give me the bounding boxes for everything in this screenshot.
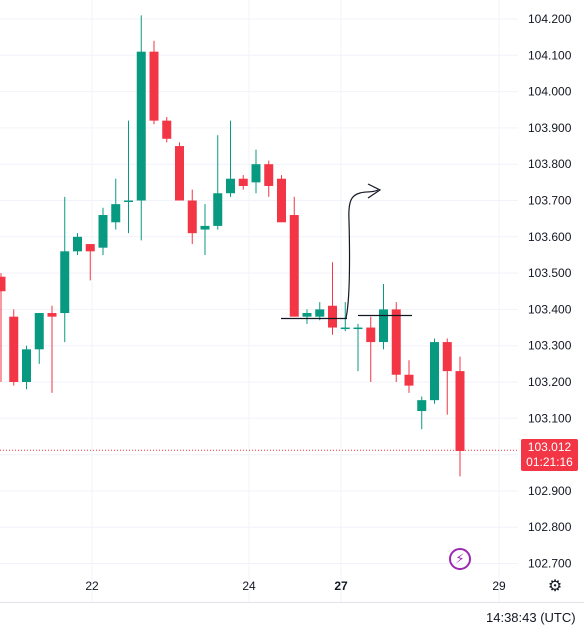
candle-body bbox=[302, 313, 312, 317]
candle-body bbox=[353, 327, 363, 330]
candle-body bbox=[34, 313, 44, 350]
lightning-icon[interactable]: ⚡︎ bbox=[449, 548, 471, 570]
grid-lines bbox=[0, 0, 518, 602]
x-axis-ticks: 22 24 27 29 bbox=[85, 579, 506, 593]
candle-body bbox=[315, 309, 325, 317]
x-tick-label: 27 bbox=[334, 579, 348, 593]
y-tick-label: 103.500 bbox=[528, 266, 572, 280]
y-tick-label: 104.100 bbox=[528, 48, 572, 62]
candle-body bbox=[149, 51, 159, 121]
candle-body bbox=[226, 178, 235, 194]
candle-body bbox=[0, 276, 6, 292]
candle-body bbox=[251, 164, 261, 183]
candle-body bbox=[162, 120, 172, 139]
candle-body bbox=[124, 200, 133, 202]
current-price-value: 103.012 bbox=[527, 440, 572, 454]
candle-body bbox=[213, 193, 223, 226]
candles bbox=[0, 15, 465, 477]
candle-body bbox=[379, 309, 388, 343]
y-tick-label: 103.200 bbox=[528, 375, 572, 389]
candle-body bbox=[22, 349, 31, 382]
candle-body bbox=[136, 51, 146, 201]
candle-body bbox=[430, 342, 439, 401]
candle-body bbox=[98, 215, 108, 248]
y-tick-label: 103.900 bbox=[528, 121, 572, 135]
candle-body bbox=[175, 146, 184, 201]
candle-body bbox=[391, 309, 401, 375]
y-tick-label: 102.800 bbox=[528, 520, 572, 534]
candle-body bbox=[366, 327, 376, 343]
current-price-label: 103.012 01:21:16 bbox=[521, 439, 578, 471]
candle-body bbox=[187, 200, 197, 234]
candle-body bbox=[340, 327, 350, 330]
candle-body bbox=[60, 251, 70, 314]
candle-countdown: 01:21:16 bbox=[526, 455, 573, 469]
y-tick-label: 103.100 bbox=[528, 411, 572, 425]
candle-body bbox=[47, 313, 57, 317]
candle-body bbox=[9, 316, 19, 382]
user-drawings[interactable] bbox=[281, 183, 412, 320]
candle-body bbox=[455, 371, 465, 451]
y-tick-label: 103.700 bbox=[528, 194, 572, 208]
x-tick-label: 24 bbox=[242, 579, 256, 593]
y-tick-label: 103.600 bbox=[528, 230, 572, 244]
candle-body bbox=[328, 305, 337, 328]
candle-body bbox=[111, 204, 121, 223]
y-axis-ticks: 104.200 104.100 104.000 103.900 103.800 103.7… bbox=[528, 12, 572, 571]
y-tick-label: 103.800 bbox=[528, 157, 572, 171]
candle-body bbox=[277, 178, 286, 223]
candle-body bbox=[289, 215, 299, 317]
x-tick-label: 22 bbox=[85, 579, 99, 593]
y-tick-label: 104.000 bbox=[528, 85, 572, 99]
y-tick-label: 103.300 bbox=[528, 339, 572, 353]
candle-body bbox=[417, 400, 427, 412]
x-tick-label: 29 bbox=[492, 579, 506, 593]
settings-icon[interactable]: ⚙︎ bbox=[547, 578, 563, 595]
candle-body bbox=[404, 374, 414, 386]
candle-body bbox=[238, 178, 248, 186]
candle-body bbox=[73, 236, 82, 252]
y-tick-label: 104.200 bbox=[528, 12, 572, 26]
candle-body bbox=[264, 164, 274, 186]
time-clock[interactable]: 14:38:43 (UTC) bbox=[486, 610, 576, 625]
y-tick-label: 102.700 bbox=[528, 557, 572, 571]
y-tick-label: 102.900 bbox=[528, 484, 572, 498]
candle-body bbox=[200, 225, 210, 230]
freehand-arrow[interactable] bbox=[345, 183, 382, 319]
y-tick-label: 103.400 bbox=[528, 302, 572, 316]
candle-body bbox=[85, 244, 95, 252]
candle-body bbox=[442, 342, 452, 372]
